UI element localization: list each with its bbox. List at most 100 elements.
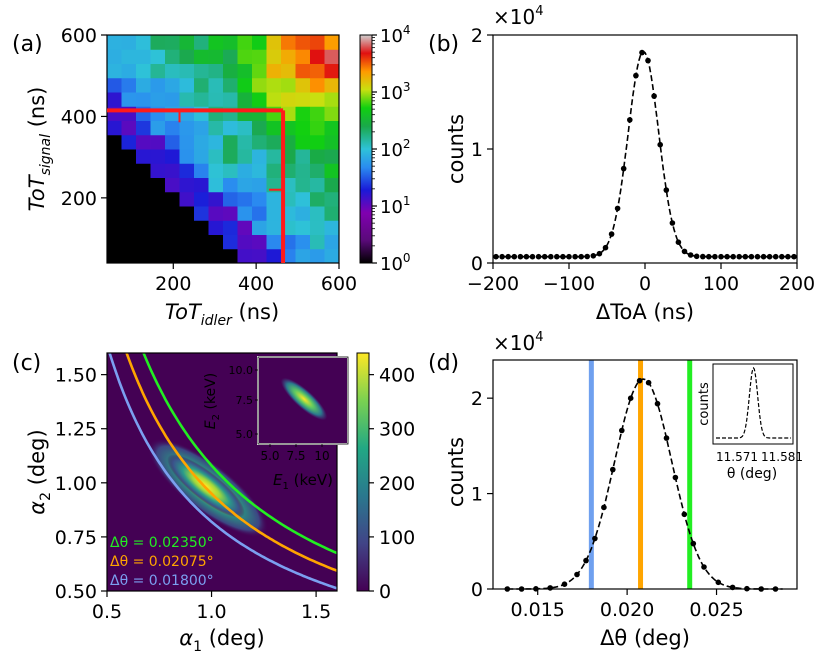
heatmap-cell <box>223 234 238 250</box>
heatmap-cell <box>208 49 224 64</box>
colorbar-ticks-c: 0 100 200 300 400 <box>369 365 415 603</box>
heatmap-cell <box>136 163 151 178</box>
data-point-b <box>687 252 694 258</box>
heatmap-cell <box>252 234 267 250</box>
panel-label-c: (c) <box>12 351 41 376</box>
heatmap-cell <box>252 49 267 64</box>
heatmap-cell <box>208 248 224 264</box>
y-tick-label-a: 600 <box>61 25 97 47</box>
heatmap-cell <box>266 49 282 64</box>
heatmap-cell <box>208 134 224 150</box>
data-point-d <box>561 581 568 587</box>
heatmap-cell <box>324 191 340 207</box>
heatmap-cell <box>121 134 137 150</box>
heatmap-cell <box>266 35 282 50</box>
heatmap-cell <box>107 134 122 150</box>
heatmap-cell <box>252 63 267 79</box>
heatmap-cell <box>295 191 311 207</box>
data-point-d <box>701 564 707 570</box>
density-core-c <box>167 454 245 518</box>
heatmap-cell <box>165 220 180 235</box>
data-point-b <box>529 253 536 260</box>
heatmap-cell <box>281 77 296 93</box>
heatmap-cell <box>324 163 340 178</box>
heatmap-cell <box>310 120 325 136</box>
data-point-d <box>627 395 634 402</box>
heatmap-cell <box>266 177 282 193</box>
heatmap-cell <box>324 206 340 221</box>
heatmap-cell <box>208 63 224 79</box>
data-point-b <box>675 239 682 245</box>
data-point-d <box>654 400 661 407</box>
heatmap-cell <box>295 220 311 235</box>
heatmap-cell <box>310 191 325 207</box>
curve-label-2: Δθ = 0.02075° <box>110 554 214 570</box>
data-point-b <box>681 248 688 255</box>
heatmap-cell <box>295 63 311 79</box>
x-tick-label-d: 0.015 <box>511 599 565 621</box>
heatmap-cell <box>324 220 340 235</box>
heatmap-cell <box>223 163 238 178</box>
inset-x-tick-label-c: 5.0 <box>260 449 279 463</box>
heatmap-cell <box>295 134 311 150</box>
heatmap-cell <box>150 35 166 50</box>
data-point-d <box>601 504 607 511</box>
heatmap-cell <box>310 177 325 193</box>
heatmap-cell <box>179 134 195 150</box>
data-point-b <box>712 253 718 260</box>
heatmap-cell <box>194 177 209 193</box>
heatmap-cell <box>165 92 180 107</box>
data-point-b <box>772 253 779 260</box>
multiplier-b: ×104 <box>493 4 544 29</box>
heatmap-cell <box>136 134 151 150</box>
heatmap-cell <box>107 191 122 207</box>
data-point-d <box>592 535 598 542</box>
heatmap-cell <box>223 77 238 93</box>
x-tick-label-a: 200 <box>155 273 191 295</box>
heatmap-cell <box>223 49 238 64</box>
data-point-b <box>535 253 542 260</box>
data-point-b <box>706 253 712 260</box>
heatmap-cell <box>194 134 209 150</box>
heatmap-cell <box>223 191 238 207</box>
heatmap-cell <box>237 220 253 235</box>
axes-frame-b <box>492 34 798 264</box>
y-tick-label-d: 1 <box>471 484 483 506</box>
data-point-d <box>715 579 722 586</box>
x-tick-label-b: −100 <box>543 273 595 295</box>
data-point-b <box>754 253 761 260</box>
data-point-b <box>633 72 639 79</box>
data-point-b <box>663 187 670 193</box>
heatmap-cell <box>266 149 282 164</box>
heatmap-cell <box>107 206 122 221</box>
heatmap-cell <box>121 35 137 50</box>
heatmap-cell <box>310 77 325 93</box>
heatmap-cell <box>107 248 122 264</box>
heatmap-cell <box>179 177 195 193</box>
panel-a: (a) 200 400 600 200 400 600 ToTidler (ns) ToT… <box>12 23 411 329</box>
heatmap-cell <box>179 191 195 207</box>
x-tick-label-a: 400 <box>238 273 274 295</box>
x-tick-label-b: −200 <box>467 273 519 295</box>
heatmap-cell <box>237 149 253 164</box>
heatmap-c <box>108 353 337 590</box>
heatmap-cell <box>266 206 282 221</box>
heatmap-cell <box>150 120 166 136</box>
heatmap-cell <box>266 120 282 136</box>
colorbar-tick-label-a: 101 <box>380 194 411 218</box>
heatmap-cell <box>237 77 253 93</box>
heatmap-cell <box>194 149 209 164</box>
heatmap-cell <box>324 177 340 193</box>
heatmap-cell <box>150 134 166 150</box>
heatmap-cell <box>150 234 166 250</box>
theta-curve-2 <box>125 353 337 573</box>
data-point-b <box>554 253 560 260</box>
cut-lines-a <box>107 108 286 263</box>
heatmap-cell <box>266 77 282 93</box>
theta-curve-3 <box>108 353 337 590</box>
heatmap-cell <box>179 35 195 50</box>
heatmap-cell <box>136 77 151 93</box>
multiplier-d: ×104 <box>493 330 544 355</box>
inset-y-tick-label-c: 5.0 <box>236 428 254 441</box>
x-tick-label-d: 0.020 <box>600 599 654 621</box>
